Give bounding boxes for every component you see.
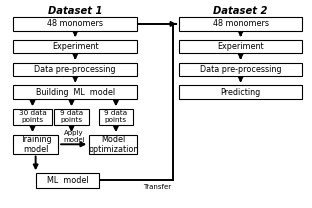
FancyBboxPatch shape — [13, 63, 137, 76]
Text: Model
optimization: Model optimization — [88, 135, 139, 154]
Text: 48 monomers: 48 monomers — [213, 19, 269, 28]
FancyBboxPatch shape — [13, 85, 137, 99]
Text: Experiment: Experiment — [52, 42, 99, 51]
Text: 30 data
points: 30 data points — [19, 110, 46, 123]
FancyBboxPatch shape — [13, 17, 137, 31]
Text: Training
model: Training model — [20, 135, 51, 154]
Text: 9 data
points: 9 data points — [105, 110, 128, 123]
Text: Apply
model: Apply model — [63, 130, 85, 143]
Text: Transfer: Transfer — [144, 183, 172, 189]
Text: 9 data
points: 9 data points — [60, 110, 83, 123]
FancyBboxPatch shape — [99, 109, 133, 125]
Text: ML  model: ML model — [47, 176, 88, 185]
Text: Data pre-processing: Data pre-processing — [200, 65, 281, 74]
FancyBboxPatch shape — [179, 63, 302, 76]
FancyBboxPatch shape — [179, 40, 302, 53]
FancyBboxPatch shape — [13, 40, 137, 53]
Text: 48 monomers: 48 monomers — [47, 19, 103, 28]
FancyBboxPatch shape — [179, 85, 302, 99]
FancyBboxPatch shape — [37, 173, 99, 188]
Text: Building  ML  model: Building ML model — [36, 88, 115, 97]
Text: Data pre-processing: Data pre-processing — [35, 65, 116, 74]
FancyBboxPatch shape — [89, 135, 137, 154]
Text: Experiment: Experiment — [217, 42, 264, 51]
Text: Predicting: Predicting — [221, 88, 261, 97]
Text: Dataset 1: Dataset 1 — [48, 6, 102, 16]
FancyBboxPatch shape — [54, 109, 89, 125]
Text: Dataset 2: Dataset 2 — [213, 6, 268, 16]
FancyBboxPatch shape — [179, 17, 302, 31]
FancyBboxPatch shape — [13, 109, 52, 125]
FancyBboxPatch shape — [13, 135, 58, 154]
